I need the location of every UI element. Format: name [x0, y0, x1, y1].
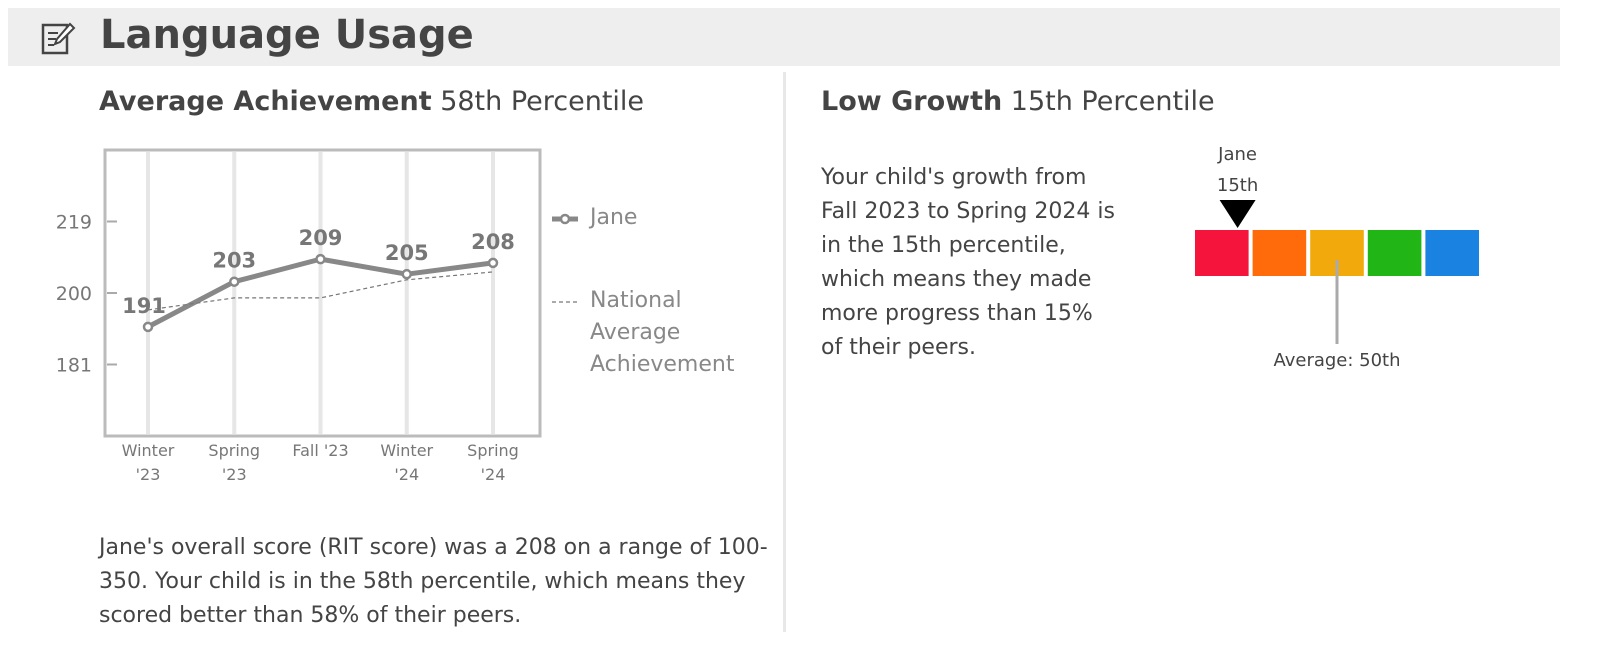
header-bar [8, 8, 1560, 66]
marker-name: Jane [1217, 144, 1257, 165]
heading-bold: Average Achievement [99, 86, 432, 117]
legend-swatch-point [559, 213, 571, 225]
point [401, 268, 412, 280]
heading-rest: 58th Percentile [440, 86, 645, 117]
marker [1219, 200, 1256, 228]
y-tick-label: 200 [56, 283, 92, 305]
x-tick-label: Fall '23 [292, 441, 349, 460]
y-tick-label: 181 [56, 355, 92, 377]
header-title: Language Usage [100, 12, 474, 58]
average-label: Average: 50th [1273, 350, 1400, 371]
marker-label: 15th [1217, 175, 1258, 196]
point [142, 321, 154, 333]
data-label: 205 [385, 241, 429, 265]
legend-label: National Average Achievement [590, 288, 735, 377]
growth-heading: Low Growth 15th Percentile [821, 86, 1215, 117]
chart: 181 200 219 191 203 209 205 208 [56, 148, 578, 438]
plot-frame [103, 148, 542, 438]
scale-segment [1195, 230, 1249, 276]
data-label: 208 [471, 230, 515, 254]
point [229, 276, 240, 287]
divider [783, 72, 786, 632]
growth-text: Your child's growth from Fall 2023 to Sp… [821, 165, 1115, 360]
series-line [147, 271, 494, 311]
point [315, 253, 326, 265]
growth-scale: Average: 50th Jane 15th [1195, 144, 1479, 371]
achievement-heading: Average Achievement 58th Percentile [99, 86, 644, 117]
y-tick-label: 219 [56, 212, 92, 234]
point [487, 257, 499, 269]
data-label: 203 [212, 249, 256, 273]
data-label: 191 [122, 294, 166, 318]
heading-bold: Low Growth [821, 86, 1003, 117]
scale-segment [1252, 230, 1307, 276]
x-tick-label: Winter '24 [380, 441, 434, 484]
x-tick-label: Winter '23 [121, 441, 175, 484]
x-tick-label: Spring '24 [467, 441, 519, 484]
achievement-text: Jane's overall score (RIT score) was a 2… [99, 535, 768, 628]
data-label: 209 [299, 226, 343, 250]
scale-segment [1425, 230, 1479, 276]
x-tick-label: Spring '23 [208, 441, 261, 484]
heading-rest: 15th Percentile [1010, 86, 1215, 117]
header-icon [41, 22, 76, 55]
legend-label: Jane [590, 205, 638, 230]
scale-segment [1367, 230, 1422, 276]
